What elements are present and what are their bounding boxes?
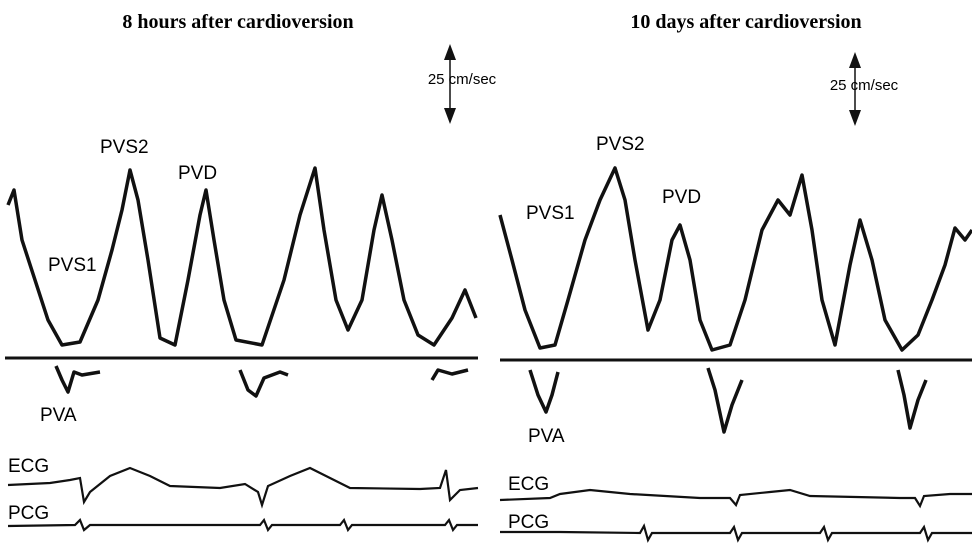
wave-label: PVS1 [526, 203, 575, 224]
wave-label: PVS2 [596, 134, 645, 155]
wave-label: PVA [528, 426, 565, 447]
pva-wave [56, 366, 100, 392]
pva-wave [240, 370, 288, 396]
wave-label: PVD [178, 163, 217, 184]
wave-label: PVA [40, 405, 77, 426]
pva-wave [898, 370, 926, 428]
panel-left: 8 hours after cardioversion 25 cm/sec PV… [5, 11, 497, 530]
scale-label: 25 cm/sec [830, 77, 899, 94]
figure: 8 hours after cardioversion 25 cm/sec PV… [0, 0, 972, 547]
pcg-trace [500, 526, 972, 540]
wave-label: PVS1 [48, 255, 97, 276]
wave-label: PVS2 [100, 137, 149, 158]
trace-label: PCG [8, 503, 49, 524]
trace-label: ECG [508, 474, 549, 495]
trace-label: PCG [508, 512, 549, 533]
panel-title: 8 hours after cardioversion [122, 11, 353, 33]
ecg-trace [500, 490, 972, 506]
scale-label: 25 cm/sec [428, 71, 497, 88]
wave-label: PVD [662, 187, 701, 208]
pva-wave [530, 370, 558, 412]
ecg-trace [8, 468, 478, 505]
panel-right: 10 days after cardioversion 25 cm/sec PV… [500, 11, 972, 540]
trace-label: ECG [8, 456, 49, 477]
doppler-wave [500, 168, 972, 350]
pcg-trace [8, 520, 478, 530]
panel-title: 10 days after cardioversion [630, 11, 861, 33]
pva-wave [432, 370, 468, 380]
pva-wave [708, 368, 742, 432]
